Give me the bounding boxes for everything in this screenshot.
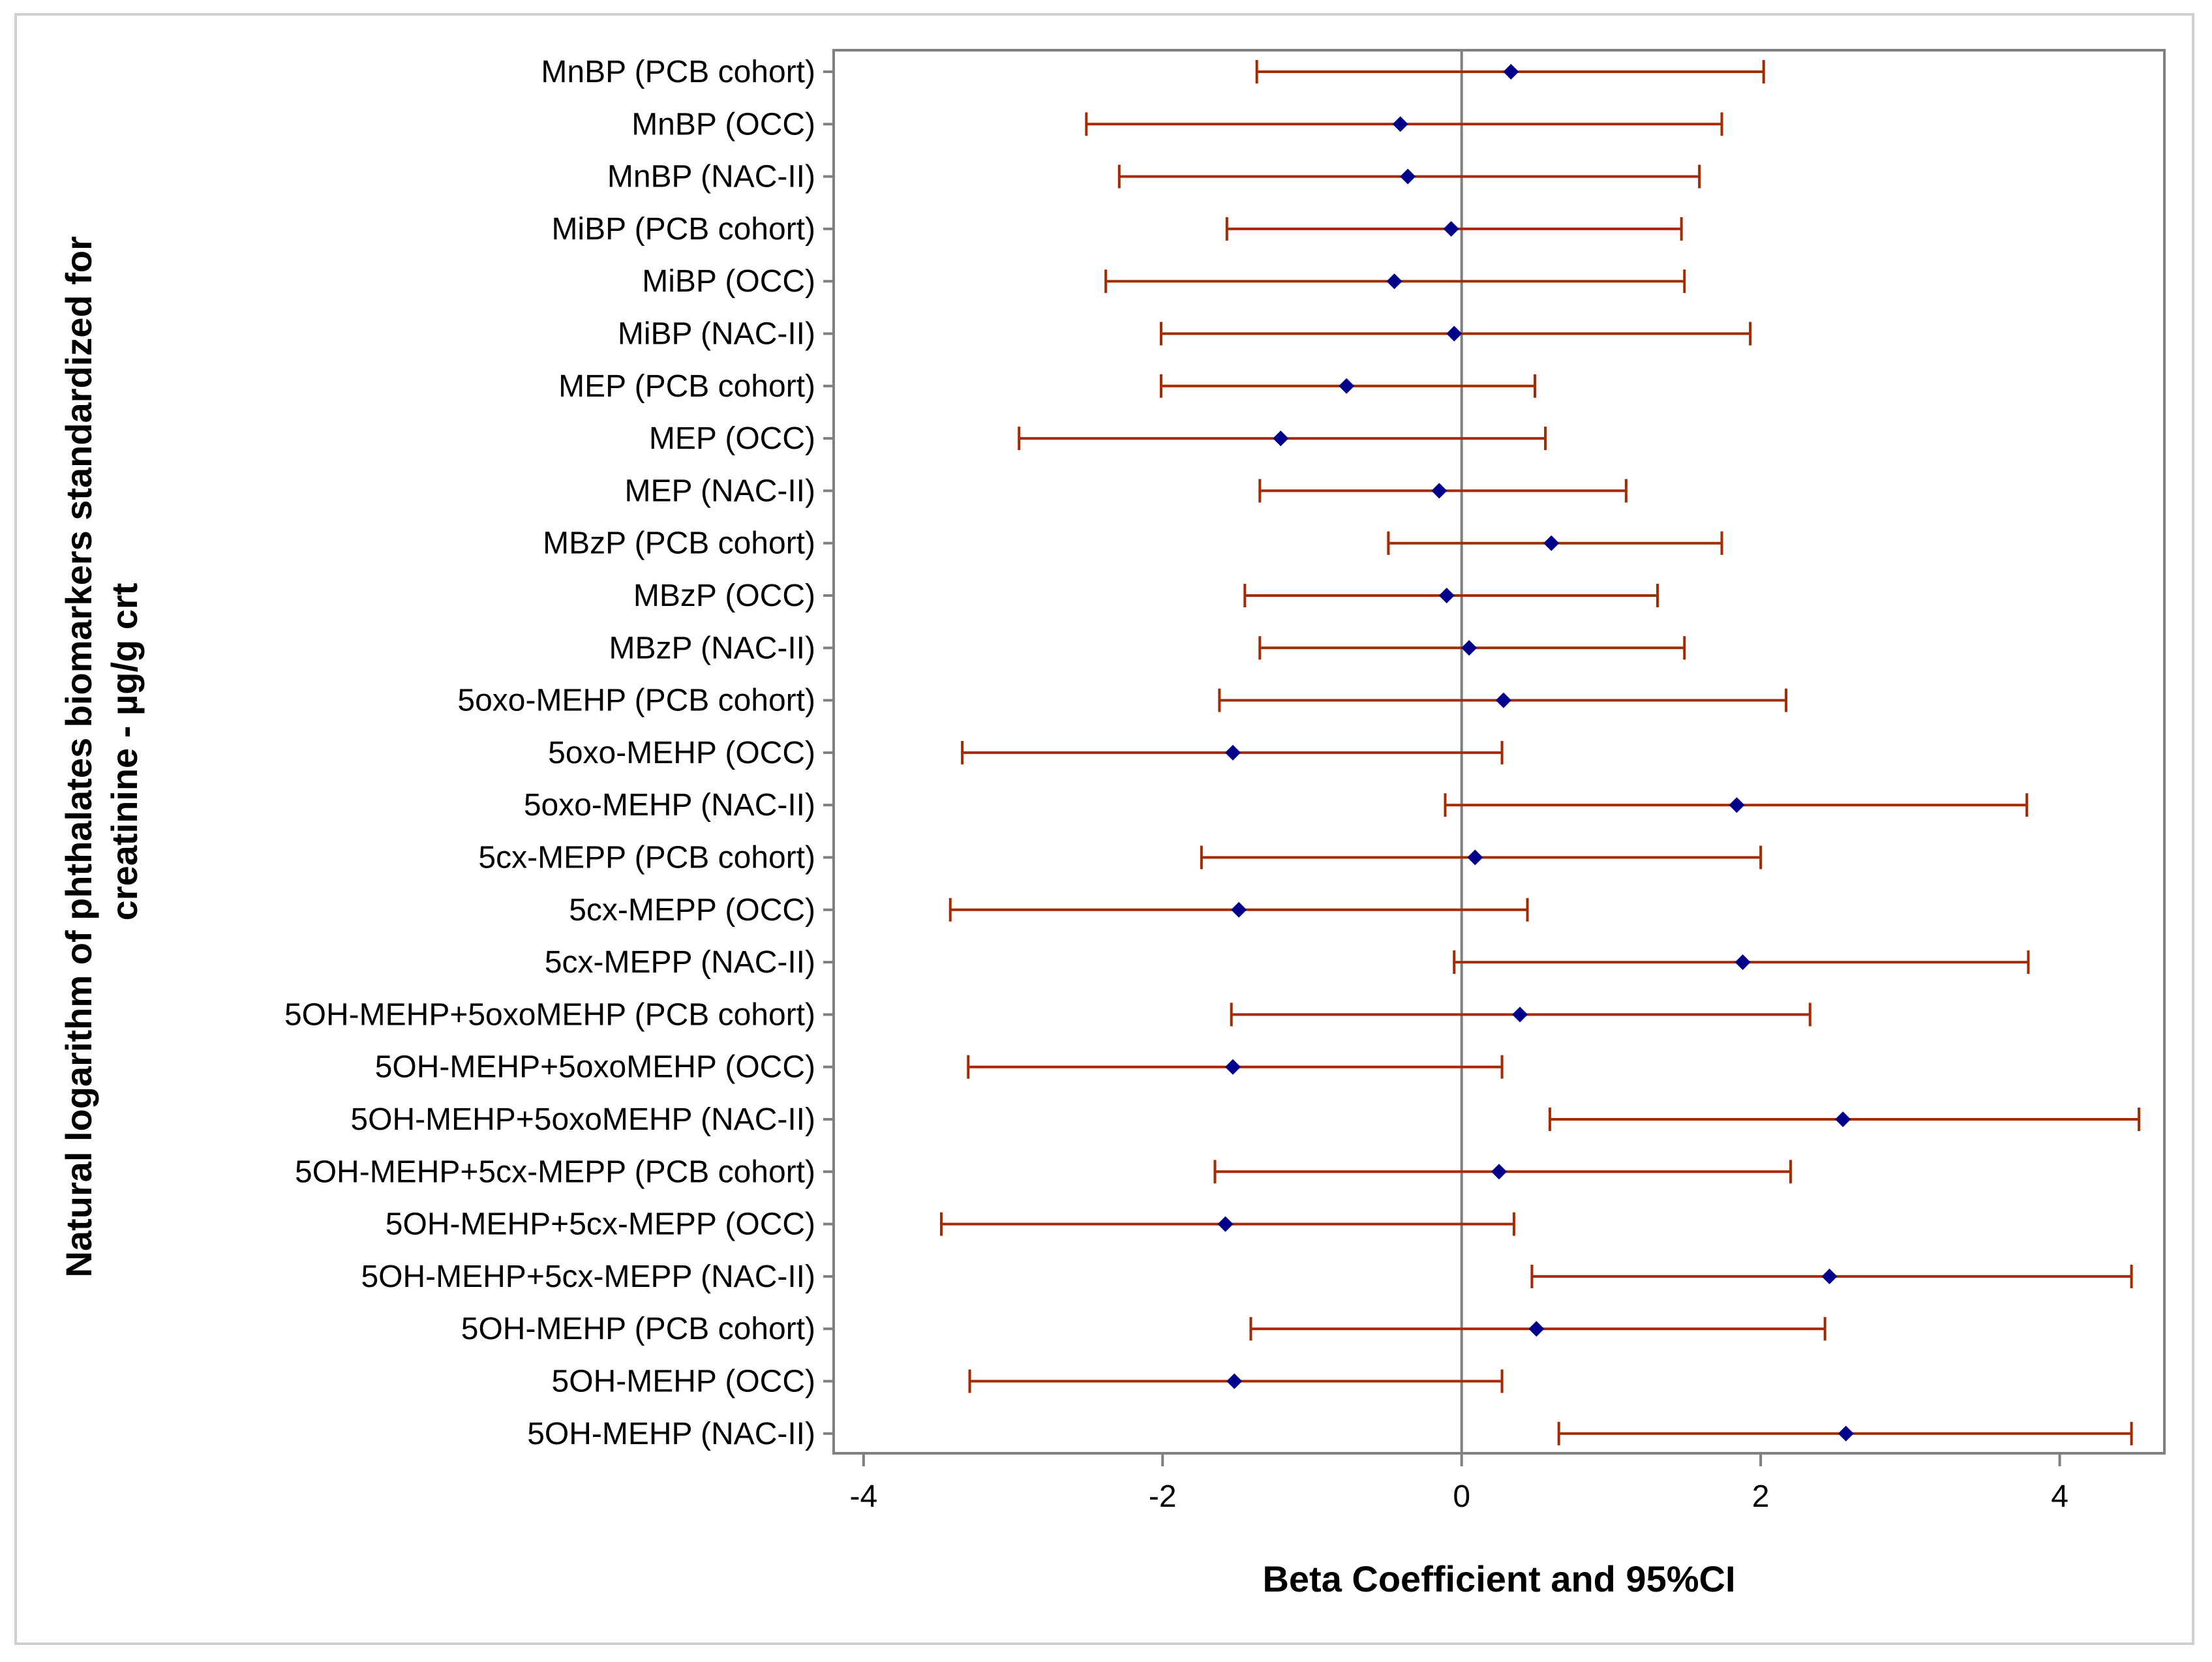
forest-row: 5OH-MEHP (OCC) bbox=[552, 1365, 1504, 1399]
forest-row: 5cx-MEPP (PCB cohort) bbox=[478, 841, 1763, 875]
forest-row: MEP (NAC-II) bbox=[625, 474, 1628, 508]
category-label: MnBP (NAC-II) bbox=[607, 160, 815, 194]
point-estimate bbox=[1231, 901, 1247, 918]
x-tick-label: 0 bbox=[1453, 1479, 1470, 1514]
category-label: MBzP (PCB cohort) bbox=[543, 526, 815, 561]
category-label: 5cx-MEPP (OCC) bbox=[569, 893, 815, 928]
y-axis-title-line-2: creatinine - µg/g crt bbox=[104, 583, 145, 921]
forest-row: 5oxo-MEHP (PCB cohort) bbox=[457, 684, 1788, 718]
category-label: 5OH-MEHP+5oxoMEHP (NAC-II) bbox=[350, 1102, 815, 1137]
point-estimate bbox=[1446, 325, 1462, 342]
x-tick-label: -2 bbox=[1149, 1479, 1177, 1514]
category-label: 5oxo-MEHP (OCC) bbox=[548, 736, 815, 770]
category-label: MEP (PCB cohort) bbox=[558, 369, 815, 404]
category-label: 5OH-MEHP (NAC-II) bbox=[527, 1417, 815, 1451]
category-label: MEP (OCC) bbox=[649, 421, 815, 456]
point-estimate bbox=[1339, 378, 1355, 394]
forest-row: 5cx-MEPP (OCC) bbox=[569, 893, 1529, 928]
category-label: MBzP (NAC-II) bbox=[609, 631, 815, 665]
category-label: MiBP (NAC-II) bbox=[618, 317, 815, 352]
point-estimate bbox=[1392, 116, 1408, 132]
forest-row: 5oxo-MEHP (NAC-II) bbox=[524, 788, 2029, 823]
chart-frame bbox=[14, 13, 2194, 1645]
category-label: 5OH-MEHP+5cx-MEPP (PCB cohort) bbox=[295, 1155, 815, 1189]
category-label: 5OH-MEHP (OCC) bbox=[552, 1365, 815, 1399]
point-estimate bbox=[1729, 797, 1745, 813]
category-label: 5OH-MEHP+5cx-MEPP (OCC) bbox=[386, 1207, 815, 1242]
category-label: MiBP (OCC) bbox=[642, 264, 815, 299]
forest-row: 5OH-MEHP (PCB cohort) bbox=[461, 1312, 1826, 1346]
category-label: MBzP (OCC) bbox=[633, 579, 815, 613]
category-label: MiBP (PCB cohort) bbox=[551, 212, 815, 247]
forest-row: MiBP (NAC-II) bbox=[618, 317, 1752, 352]
point-estimate bbox=[1217, 1216, 1234, 1232]
point-estimate bbox=[1225, 744, 1241, 761]
point-estimate bbox=[1431, 483, 1447, 499]
point-estimate bbox=[1400, 168, 1416, 185]
category-label: MnBP (PCB cohort) bbox=[541, 55, 815, 89]
x-tick-label: 2 bbox=[1752, 1479, 1770, 1514]
forest-row: 5OH-MEHP+5oxoMEHP (OCC) bbox=[375, 1050, 1504, 1085]
category-label: 5cx-MEPP (NAC-II) bbox=[545, 945, 815, 980]
point-estimate bbox=[1461, 640, 1477, 656]
forest-row: 5OH-MEHP+5oxoMEHP (PCB cohort) bbox=[284, 997, 1811, 1032]
point-estimate bbox=[1495, 692, 1511, 708]
point-estimate bbox=[1225, 1059, 1241, 1075]
point-estimate bbox=[1467, 849, 1483, 866]
forest-row: MBzP (OCC) bbox=[633, 579, 1659, 613]
category-label: MEP (NAC-II) bbox=[625, 474, 815, 508]
x-axis: -4 -2 0 2 4 bbox=[849, 1453, 2068, 1514]
forest-row: MiBP (OCC) bbox=[642, 264, 1686, 299]
forest-row: 5OH-MEHP+5oxoMEHP (NAC-II) bbox=[350, 1102, 2141, 1137]
forest-row: MnBP (OCC) bbox=[631, 107, 1723, 142]
point-estimate bbox=[1821, 1268, 1838, 1284]
forest-row: 5oxo-MEHP (OCC) bbox=[548, 736, 1504, 770]
point-estimate bbox=[1528, 1321, 1545, 1337]
x-axis-title: Beta Coefficient and 95%CI bbox=[1262, 1558, 1735, 1599]
forest-row: MnBP (PCB cohort) bbox=[541, 55, 1765, 89]
forest-row: 5OH-MEHP+5cx-MEPP (PCB cohort) bbox=[295, 1155, 1792, 1189]
point-estimate bbox=[1273, 431, 1289, 447]
y-axis-title-line-1: Natural logarithm of phthalates biomarke… bbox=[58, 236, 99, 1277]
forest-row: 5OH-MEHP+5cx-MEPP (NAC-II) bbox=[361, 1260, 2133, 1294]
point-estimate bbox=[1835, 1111, 1851, 1127]
category-label: 5OH-MEHP+5cx-MEPP (NAC-II) bbox=[361, 1260, 815, 1294]
y-axis-title: Natural logarithm of phthalates biomarke… bbox=[58, 226, 145, 1278]
point-estimate bbox=[1386, 273, 1402, 290]
forest-row: 5OH-MEHP (NAC-II) bbox=[527, 1417, 2133, 1451]
category-label: 5OH-MEHP (PCB cohort) bbox=[461, 1312, 815, 1346]
point-estimate bbox=[1438, 588, 1455, 603]
point-estimate bbox=[1443, 220, 1459, 237]
category-label: 5oxo-MEHP (NAC-II) bbox=[524, 788, 815, 823]
forest-row: 5cx-MEPP (NAC-II) bbox=[545, 945, 2030, 980]
forest-row: 5OH-MEHP+5cx-MEPP (OCC) bbox=[386, 1207, 1515, 1242]
forest-row: MnBP (NAC-II) bbox=[607, 160, 1701, 194]
point-estimate bbox=[1838, 1425, 1854, 1442]
point-estimate bbox=[1503, 64, 1519, 80]
x-tick-label: -4 bbox=[849, 1479, 877, 1514]
point-estimate bbox=[1543, 535, 1560, 551]
forest-row: MBzP (NAC-II) bbox=[609, 631, 1686, 665]
x-tick-label: 4 bbox=[2051, 1479, 2068, 1514]
category-label: 5oxo-MEHP (PCB cohort) bbox=[457, 684, 815, 718]
point-estimate bbox=[1512, 1006, 1528, 1023]
category-label: 5cx-MEPP (PCB cohort) bbox=[478, 841, 815, 875]
forest-row: MEP (OCC) bbox=[649, 421, 1547, 456]
forest-row: MiBP (PCB cohort) bbox=[551, 212, 1683, 247]
forest-row: MBzP (PCB cohort) bbox=[543, 526, 1723, 561]
point-estimate bbox=[1735, 954, 1751, 971]
forest-row: MEP (PCB cohort) bbox=[558, 369, 1537, 404]
rows-layer: MnBP (PCB cohort) MnBP (OCC) MnBP (NAC-II)… bbox=[284, 55, 2141, 1451]
category-label: 5OH-MEHP+5oxoMEHP (OCC) bbox=[375, 1050, 815, 1085]
point-estimate bbox=[1491, 1164, 1507, 1180]
point-estimate bbox=[1226, 1373, 1243, 1389]
category-label: 5OH-MEHP+5oxoMEHP (PCB cohort) bbox=[284, 997, 815, 1032]
category-label: MnBP (OCC) bbox=[631, 107, 815, 142]
